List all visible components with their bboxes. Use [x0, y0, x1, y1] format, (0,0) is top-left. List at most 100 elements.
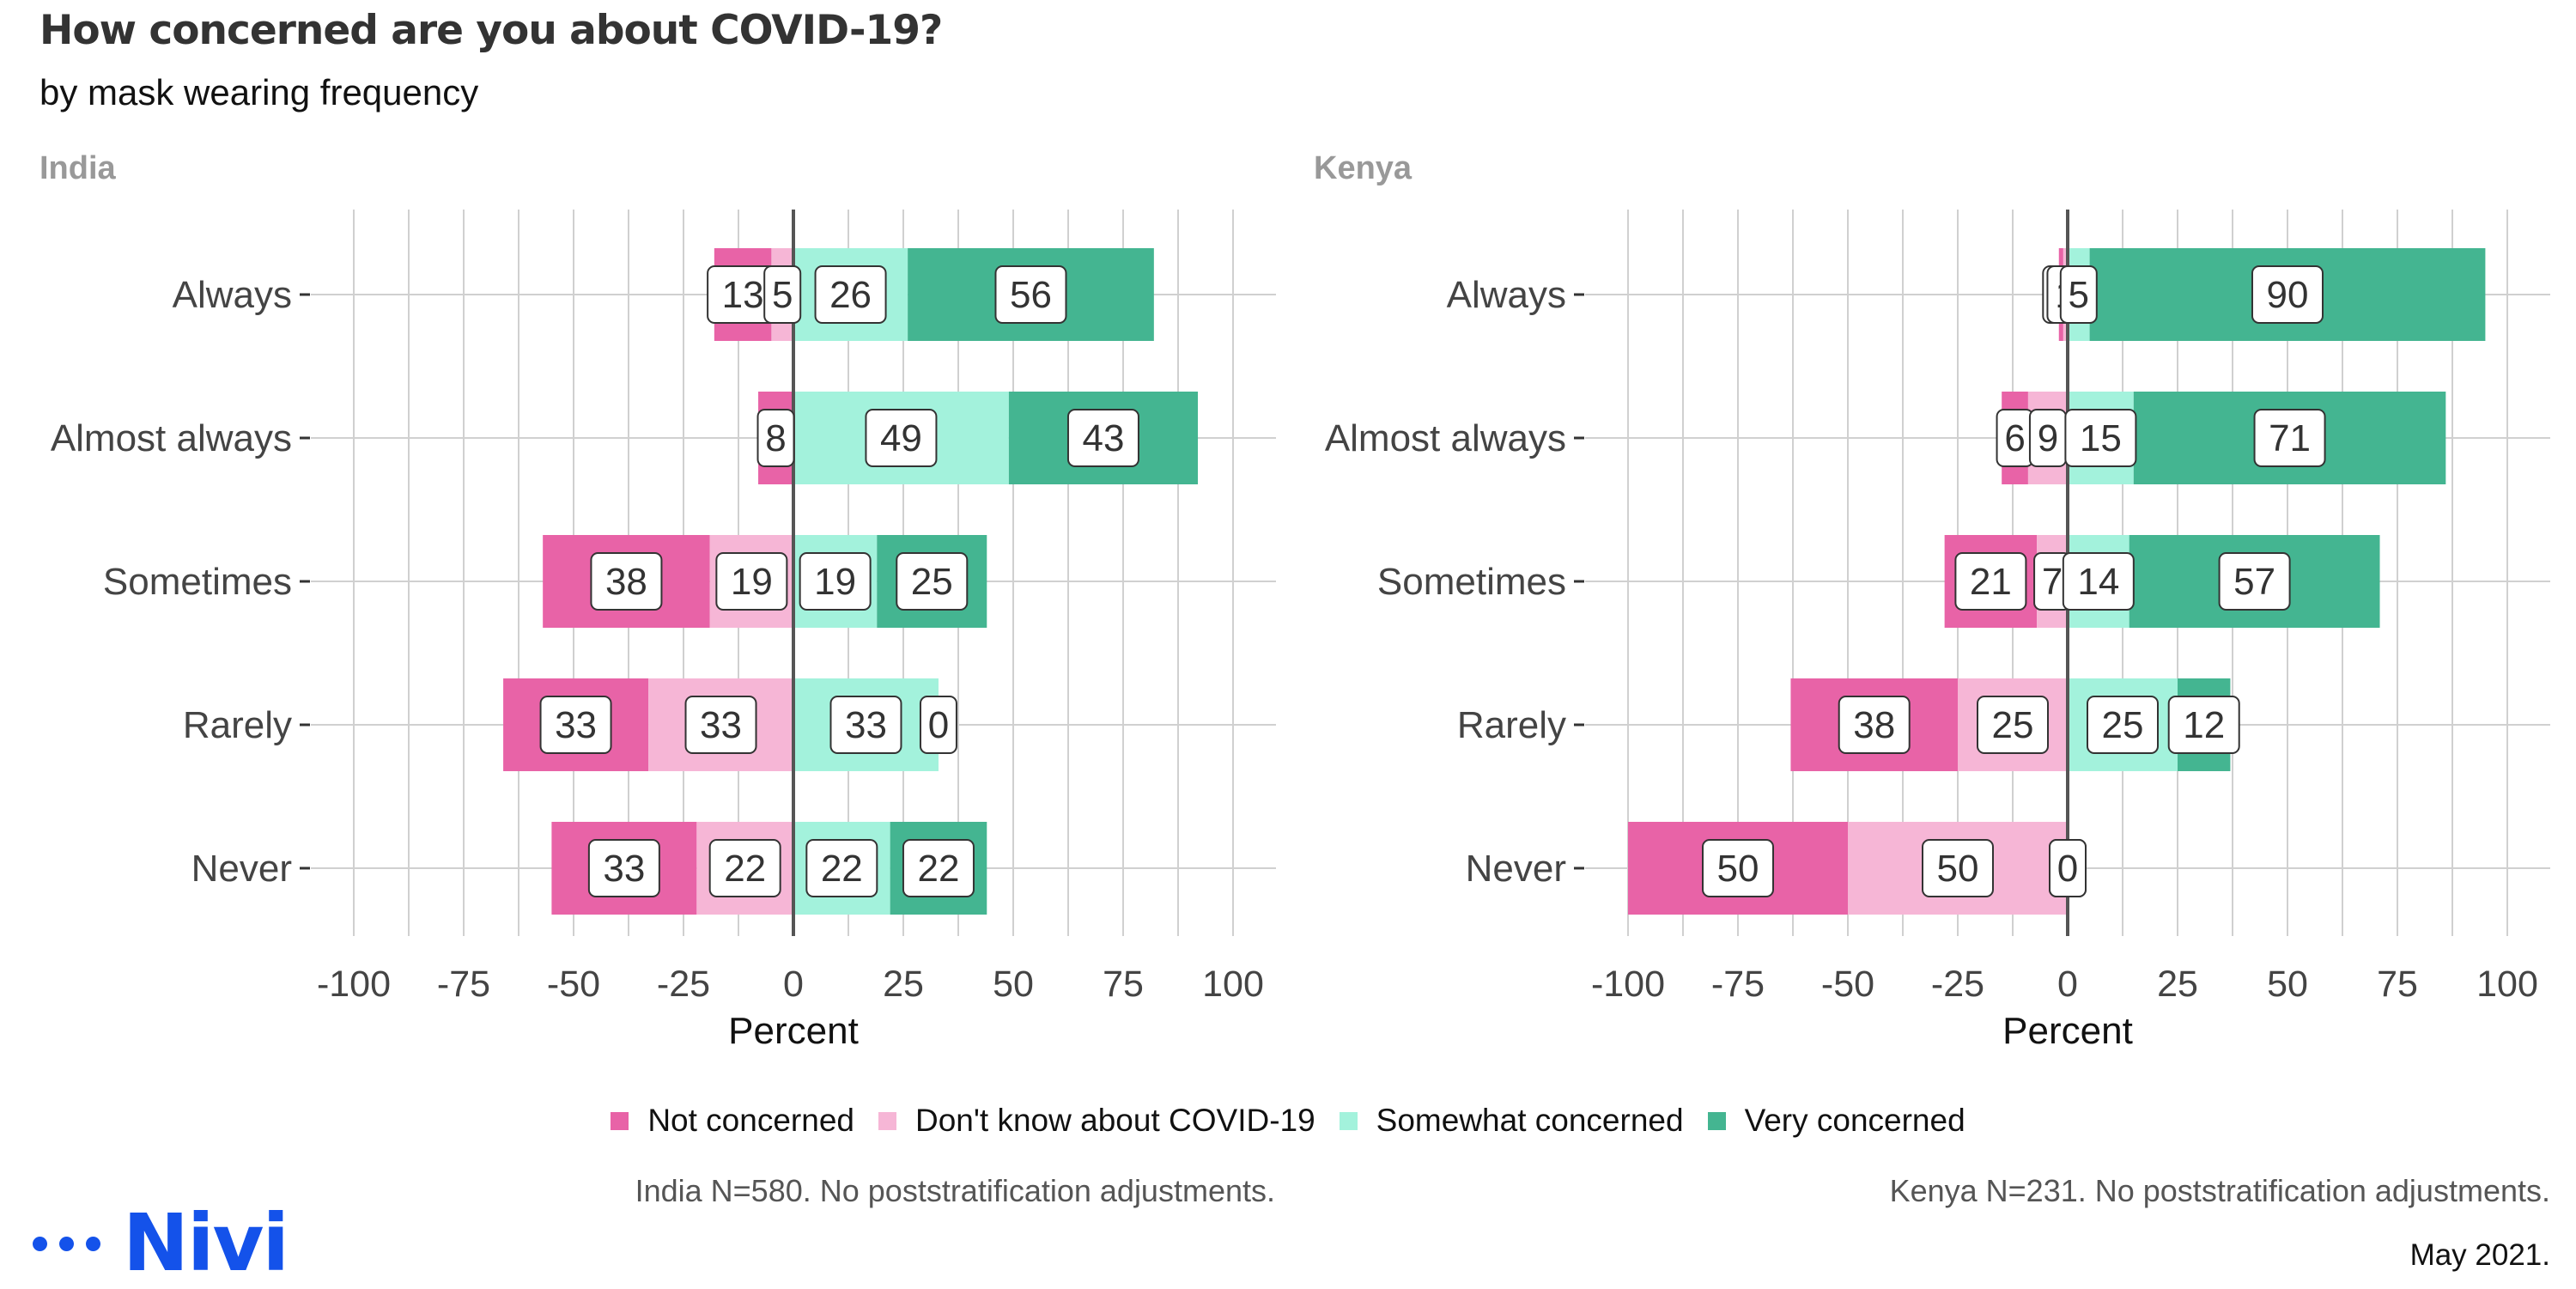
data-label-text: 7: [2042, 561, 2063, 603]
data-label: 33: [539, 696, 612, 754]
x-tick-label: -100: [317, 964, 391, 1005]
data-label-text: 90: [2267, 274, 2309, 316]
data-label: 90: [2251, 265, 2324, 324]
data-label-box: [2059, 265, 2098, 324]
data-label-box: [865, 409, 938, 467]
data-label: 13: [707, 265, 780, 324]
data-label-box: [814, 265, 887, 324]
legend-item-dont-know: Don't know about COVID-19: [878, 1103, 1315, 1139]
data-label-box: [715, 552, 788, 611]
x-tick-label: -50: [1821, 964, 1874, 1005]
data-label-box: [2253, 409, 2326, 467]
data-label-text: 43: [1082, 417, 1124, 459]
data-label-text: 56: [1010, 274, 1052, 316]
legend-label-dont-know: Don't know about COVID-19: [914, 1103, 1315, 1138]
x-tick-label: 100: [2476, 964, 2538, 1005]
x-tick-label: 0: [783, 964, 804, 1005]
logo-text: Nivi: [123, 1197, 289, 1289]
data-label: 19: [799, 552, 872, 611]
data-label-text: 0: [928, 704, 949, 746]
data-label-text: 0: [2057, 848, 2078, 890]
x-tick-label: -75: [1711, 964, 1765, 1005]
data-label-text: 38: [1853, 704, 1895, 746]
legend: Not concerned Don't know about COVID-19 …: [0, 1103, 2576, 1139]
data-label: 56: [994, 265, 1067, 324]
data-label-text: 22: [821, 848, 863, 890]
data-label: 57: [2218, 552, 2291, 611]
data-label-text: 50: [1937, 848, 1979, 890]
data-label-text: 49: [880, 417, 922, 459]
legend-key-somewhat-concerned: [1339, 1111, 1358, 1130]
category-label: Rarely: [1457, 704, 1566, 746]
data-label: 5: [2059, 265, 2098, 324]
data-label-box: [919, 696, 957, 754]
data-label-box: [1954, 552, 2027, 611]
data-label-text: 19: [814, 561, 856, 603]
category-label: Always: [1447, 274, 1566, 316]
data-label-box: [2064, 409, 2137, 467]
data-label-text: 33: [603, 848, 645, 890]
data-label: 22: [805, 839, 878, 897]
data-label-box: [2049, 839, 2087, 897]
data-label-box: [896, 552, 969, 611]
chart-title: How concerned are you about COVID-19?: [39, 7, 943, 54]
x-tick-label: 50: [993, 964, 1034, 1005]
data-label: 19: [715, 552, 788, 611]
data-label-box: [590, 552, 663, 611]
x-tick-label: 25: [2157, 964, 2198, 1005]
data-label-box: [1702, 839, 1774, 897]
data-label-text: 33: [700, 704, 742, 746]
logo-dot: [33, 1236, 47, 1251]
plot-area: -100 -75 -50 -25 0 25 50 75 100PercentAlwaysAlmo…: [51, 210, 2550, 1052]
data-label-text: 22: [724, 848, 766, 890]
x-tick-label: -50: [547, 964, 600, 1005]
legend-label-very-concerned: Very concerned: [1744, 1103, 1965, 1138]
data-label-box: [805, 839, 878, 897]
data-label-box: [763, 265, 802, 324]
facet-label-india: India: [39, 150, 116, 186]
data-label: 22: [902, 839, 975, 897]
data-label-box: [799, 552, 872, 611]
x-axis-title: Percent: [2002, 1010, 2133, 1052]
data-label-text: 15: [2080, 417, 2122, 459]
data-label-box: [708, 839, 781, 897]
logo-dot: [86, 1236, 100, 1251]
data-label: 22: [708, 839, 781, 897]
data-label: 25: [1977, 696, 2049, 754]
data-label-text: 5: [2069, 274, 2089, 316]
data-label: 0: [2049, 839, 2087, 897]
data-label-text: 8: [765, 417, 786, 459]
data-label: 50: [1922, 839, 1994, 897]
data-label-text: 71: [2269, 417, 2311, 459]
data-label-text: 33: [845, 704, 887, 746]
x-tick-label: 100: [1202, 964, 1264, 1005]
note-india: India N=580. No poststratification adjus…: [635, 1173, 1275, 1208]
data-label-text: 6: [2004, 417, 2025, 459]
data-label-text: 25: [2102, 704, 2144, 746]
data-label-box: [2087, 696, 2159, 754]
data-label-text: 50: [1717, 848, 1759, 890]
x-tick-label: -25: [657, 964, 710, 1005]
data-label-box: [756, 409, 795, 467]
data-label-text: 13: [722, 274, 764, 316]
data-label-box: [902, 839, 975, 897]
x-tick-label: -25: [1931, 964, 1984, 1005]
category-label: Sometimes: [103, 561, 292, 603]
data-label-text: 21: [1970, 561, 2012, 603]
note-kenya: Kenya N=231. No poststratification adjus…: [1889, 1173, 2550, 1208]
category-label: Almost always: [51, 417, 292, 459]
data-label: 21: [1954, 552, 2027, 611]
data-label: 33: [829, 696, 902, 754]
data-label: 43: [1066, 409, 1139, 467]
data-label: 33: [587, 839, 660, 897]
legend-item-very-concerned: Very concerned: [1707, 1103, 1965, 1139]
data-label: 15: [2064, 409, 2137, 467]
x-tick-label: 50: [2267, 964, 2308, 1005]
data-label-box: [1066, 409, 1139, 467]
data-label: 25: [896, 552, 969, 611]
data-label-text: 25: [911, 561, 953, 603]
data-label-box: [587, 839, 660, 897]
category-label: Never: [1466, 848, 1566, 890]
data-label-text: 12: [2183, 704, 2225, 746]
